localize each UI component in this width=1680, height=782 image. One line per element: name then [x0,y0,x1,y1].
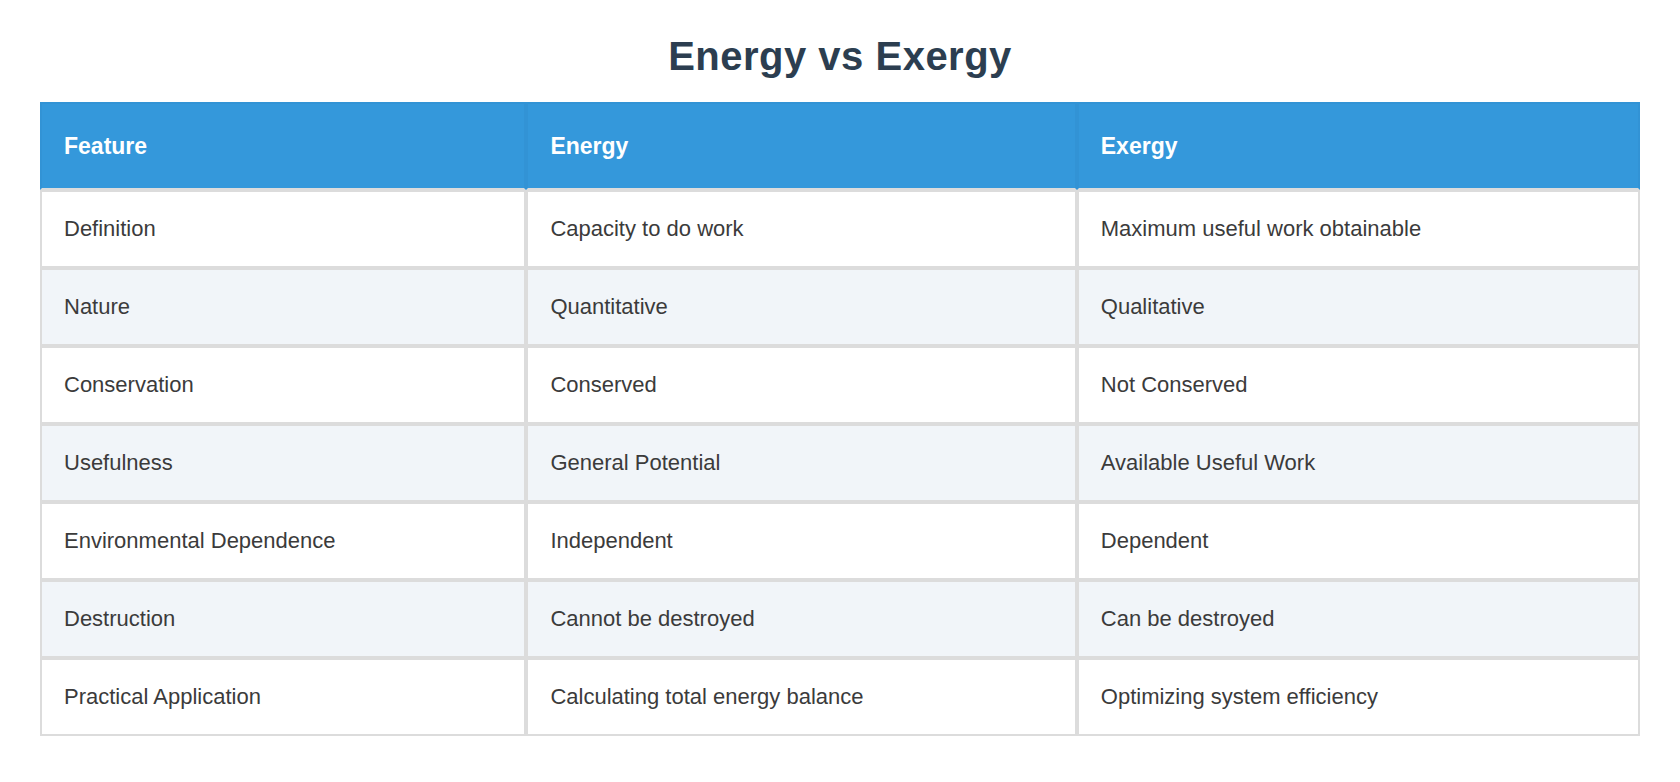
cell-feature: Practical Application [40,658,526,736]
cell-energy: Capacity to do work [526,190,1076,268]
cell-feature: Environmental Dependence [40,502,526,580]
column-header-feature: Feature [40,102,526,190]
cell-exergy: Can be destroyed [1077,580,1640,658]
cell-energy: Cannot be destroyed [526,580,1076,658]
table-row: Conservation Conserved Not Conserved [40,346,1640,424]
cell-exergy: Available Useful Work [1077,424,1640,502]
page: Energy vs Exergy Feature Energy Exergy D… [0,0,1680,782]
cell-feature: Usefulness [40,424,526,502]
cell-energy: Independent [526,502,1076,580]
column-header-exergy: Exergy [1077,102,1640,190]
table-row: Definition Capacity to do work Maximum u… [40,190,1640,268]
table-row: Practical Application Calculating total … [40,658,1640,736]
comparison-table: Feature Energy Exergy Definition Capacit… [40,102,1640,736]
cell-exergy: Optimizing system efficiency [1077,658,1640,736]
cell-energy: Calculating total energy balance [526,658,1076,736]
cell-exergy: Dependent [1077,502,1640,580]
cell-energy: Conserved [526,346,1076,424]
cell-exergy: Not Conserved [1077,346,1640,424]
cell-energy: General Potential [526,424,1076,502]
table-row: Nature Quantitative Qualitative [40,268,1640,346]
table-row: Destruction Cannot be destroyed Can be d… [40,580,1640,658]
table-row: Environmental Dependence Independent Dep… [40,502,1640,580]
table-header-row: Feature Energy Exergy [40,102,1640,190]
cell-exergy: Maximum useful work obtainable [1077,190,1640,268]
cell-feature: Definition [40,190,526,268]
cell-feature: Destruction [40,580,526,658]
table-row: Usefulness General Potential Available U… [40,424,1640,502]
page-title: Energy vs Exergy [0,32,1680,80]
cell-exergy: Qualitative [1077,268,1640,346]
column-header-energy: Energy [526,102,1076,190]
cell-feature: Conservation [40,346,526,424]
cell-feature: Nature [40,268,526,346]
cell-energy: Quantitative [526,268,1076,346]
